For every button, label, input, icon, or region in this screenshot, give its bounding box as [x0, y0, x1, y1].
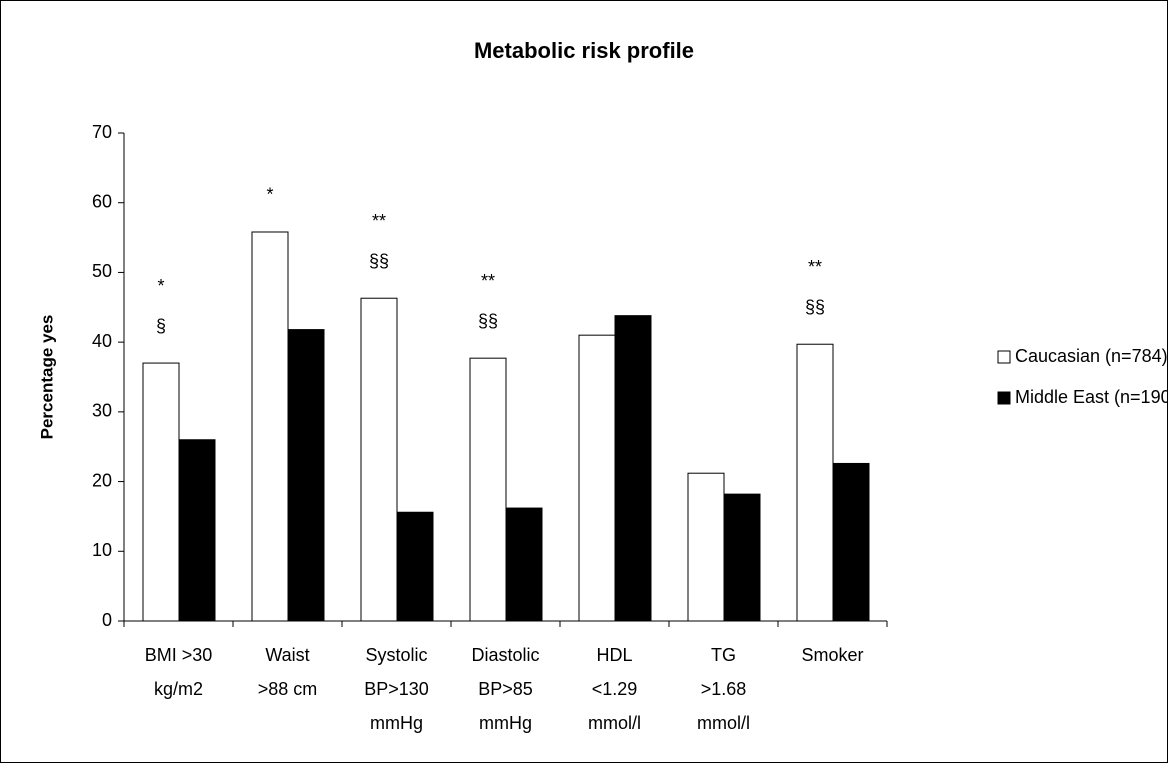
x-tick-label: HDL — [596, 645, 632, 665]
bar — [505, 507, 543, 622]
annotation: * — [157, 276, 164, 296]
bar — [687, 472, 725, 622]
legend-swatch — [997, 391, 1011, 405]
x-tick-label: kg/m2 — [154, 679, 203, 699]
y-axis-label: Percentage yes — [37, 315, 56, 440]
x-tick-label: >88 cm — [258, 679, 318, 699]
annotation: §§ — [478, 311, 498, 331]
annotation: § — [156, 316, 166, 336]
annotation: §§ — [369, 251, 389, 271]
y-tick-label: 70 — [92, 122, 112, 142]
x-tick-label: BP>130 — [364, 679, 429, 699]
x-tick-label: Diastolic — [471, 645, 539, 665]
annotation: ** — [372, 211, 386, 231]
bar — [469, 357, 507, 622]
x-tick-label: <1.29 — [592, 679, 638, 699]
bar — [287, 329, 325, 622]
chart-title: Metabolic risk profile — [474, 38, 694, 63]
x-tick-label: Waist — [265, 645, 309, 665]
bar — [723, 493, 761, 622]
legend-label: Middle East (n=190) — [1015, 387, 1168, 407]
y-tick-label: 20 — [92, 470, 112, 490]
bar — [360, 297, 398, 622]
y-tick-label: 40 — [92, 331, 112, 351]
x-tick-label: TG — [711, 645, 736, 665]
bar — [251, 231, 289, 622]
x-tick-label: mmol/l — [588, 713, 641, 733]
x-tick-label: BMI >30 — [145, 645, 213, 665]
x-tick-label: BP>85 — [478, 679, 533, 699]
y-tick-label: 0 — [102, 610, 112, 630]
x-tick-label: mmHg — [479, 713, 532, 733]
legend-swatch — [997, 350, 1011, 364]
annotation: ** — [808, 257, 822, 277]
x-tick-label: >1.68 — [701, 679, 747, 699]
bar — [396, 511, 434, 622]
bar — [796, 343, 834, 622]
x-tick-label: Systolic — [365, 645, 427, 665]
annotation: §§ — [805, 297, 825, 317]
y-tick-label: 50 — [92, 261, 112, 281]
bar — [578, 334, 616, 622]
annotation: * — [266, 185, 273, 205]
bar — [832, 462, 870, 622]
annotation: ** — [481, 271, 495, 291]
bar — [614, 315, 652, 622]
bar — [142, 362, 180, 622]
bar — [178, 439, 216, 622]
y-tick-label: 30 — [92, 401, 112, 421]
legend-label: Caucasian (n=784) — [1015, 346, 1168, 366]
y-tick-label: 10 — [92, 540, 112, 560]
x-tick-label: Smoker — [801, 645, 863, 665]
x-tick-label: mmol/l — [697, 713, 750, 733]
x-tick-label: mmHg — [370, 713, 423, 733]
y-tick-label: 60 — [92, 191, 112, 211]
